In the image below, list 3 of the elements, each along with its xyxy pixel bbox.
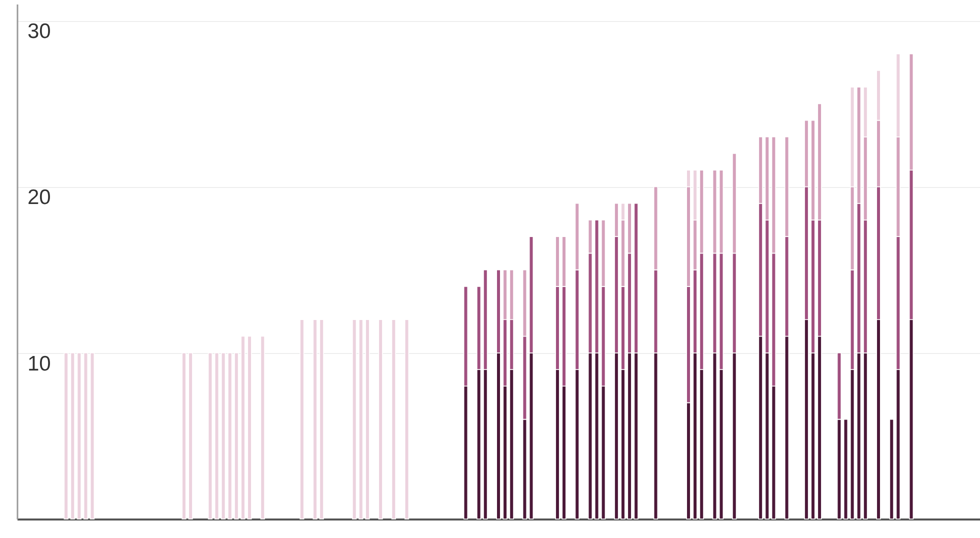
y-tick-label: 10 [28, 352, 51, 376]
y-tick-label: 30 [28, 20, 51, 44]
y-tick-label: 20 [28, 186, 51, 210]
